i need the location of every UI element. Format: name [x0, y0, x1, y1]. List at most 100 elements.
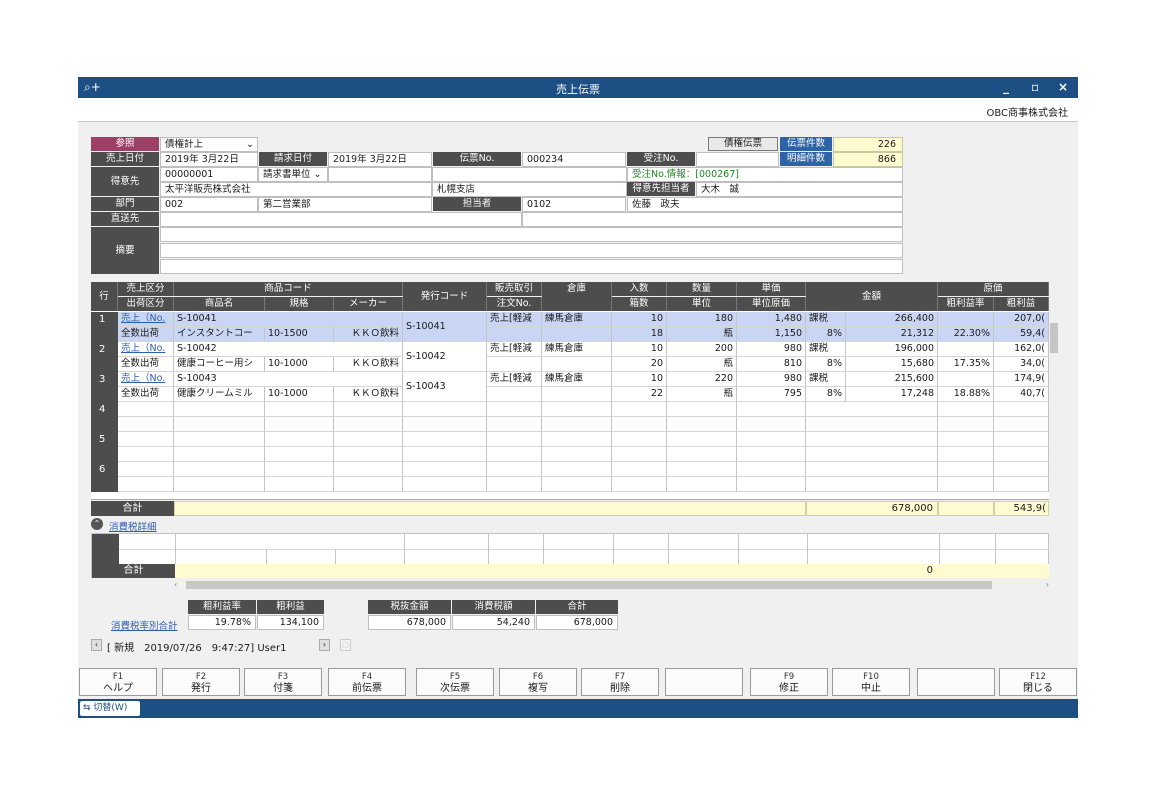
empty-cell[interactable]: [487, 477, 542, 492]
cell-ship[interactable]: 全数出荷: [118, 387, 174, 402]
empty-cell[interactable]: [542, 402, 612, 417]
fkey-blank[interactable]: [917, 668, 995, 696]
cell-amount[interactable]: 215,600: [846, 372, 938, 387]
customer-name-field[interactable]: 太平洋販売株式会社: [160, 182, 432, 197]
empty-cell[interactable]: [612, 432, 667, 447]
sale-date-field[interactable]: 2019年 3月22日: [160, 152, 258, 167]
cell-wh[interactable]: 練馬倉庫: [542, 312, 612, 327]
cell-price[interactable]: 1,480: [737, 312, 806, 327]
fkey-f12[interactable]: F12 閉じる: [999, 668, 1077, 696]
cell-wh[interactable]: 練馬倉庫: [542, 372, 612, 387]
empty-cell[interactable]: [938, 417, 994, 432]
empty-cell[interactable]: [265, 462, 334, 477]
empty-cell[interactable]: [403, 477, 487, 492]
memo-line-2[interactable]: [160, 243, 903, 258]
cell-qty[interactable]: 220: [667, 372, 737, 387]
dept-code-field[interactable]: 002: [160, 197, 258, 212]
cell-tax-amt[interactable]: 17,248: [846, 387, 938, 402]
fkey-blank[interactable]: [665, 668, 743, 696]
prev-record-icon[interactable]: ‹: [91, 639, 102, 651]
cell-name[interactable]: 健康クリームミル: [174, 387, 265, 402]
empty-cell[interactable]: [487, 417, 542, 432]
cell-spec[interactable]: 10-1000: [265, 357, 334, 372]
empty-cell[interactable]: [737, 477, 806, 492]
bill-unit-select[interactable]: 請求書単位 ⌄: [258, 167, 328, 182]
ship-field[interactable]: [160, 212, 522, 227]
cell-mrate[interactable]: 22.30%: [938, 327, 994, 342]
cell-margin[interactable]: 40,7(: [994, 387, 1049, 402]
empty-cell[interactable]: [542, 447, 612, 462]
empty-cell[interactable]: [938, 462, 994, 477]
empty-cell[interactable]: [737, 432, 806, 447]
cell-unit[interactable]: 瓶: [667, 357, 737, 372]
cell-price[interactable]: 980: [737, 342, 806, 357]
cell-amount[interactable]: 196,000: [846, 342, 938, 357]
empty-cell[interactable]: [334, 417, 403, 432]
cell-pack[interactable]: 10: [612, 312, 667, 327]
empty-cell[interactable]: [542, 432, 612, 447]
empty-cell[interactable]: [265, 432, 334, 447]
cell-mrate-top[interactable]: [938, 372, 994, 387]
branch-field[interactable]: 札幌支店: [432, 182, 627, 197]
fkey-f4[interactable]: F4 前伝票: [328, 668, 406, 696]
cell-name[interactable]: インスタントコー: [174, 327, 265, 342]
cell-amount[interactable]: 266,400: [846, 312, 938, 327]
empty-cell[interactable]: [334, 402, 403, 417]
cell-maker[interactable]: ＫＫＯ飲料: [334, 327, 403, 342]
cell-spec[interactable]: 10-1500: [265, 327, 334, 342]
empty-cell[interactable]: [737, 402, 806, 417]
cell-wh[interactable]: 練馬倉庫: [542, 342, 612, 357]
cell-unit[interactable]: 瓶: [667, 327, 737, 342]
empty-cell[interactable]: [938, 477, 994, 492]
staff-name-field[interactable]: 佐藤 政夫: [627, 197, 903, 212]
empty-cell[interactable]: [612, 402, 667, 417]
close-button[interactable]: ×: [1058, 80, 1069, 94]
cell-trade[interactable]: 売上[軽減: [487, 312, 542, 327]
order-no-field[interactable]: [696, 152, 779, 167]
cell-ucost[interactable]: 1,150: [737, 327, 806, 342]
empty-cell[interactable]: [334, 477, 403, 492]
empty-cell[interactable]: [334, 432, 403, 447]
cell-ship[interactable]: 全数出荷: [118, 357, 174, 372]
empty-cell[interactable]: [667, 477, 737, 492]
empty-cell[interactable]: [487, 462, 542, 477]
refresh-icon[interactable]: ◌: [340, 639, 351, 651]
empty-cell[interactable]: [994, 432, 1049, 447]
empty-cell[interactable]: [265, 417, 334, 432]
tax-detail-link[interactable]: 消費税詳細: [109, 522, 157, 533]
horizontal-scrollbar[interactable]: ‹ ›: [174, 580, 1049, 590]
minimize-button[interactable]: _: [1003, 80, 1009, 94]
cell-sale[interactable]: 売上（No.: [118, 312, 174, 327]
switch-button[interactable]: ⇆ 切替(W): [80, 701, 140, 716]
cell-order-blank[interactable]: [487, 357, 542, 372]
empty-cell[interactable]: [174, 462, 265, 477]
empty-cell[interactable]: [403, 402, 487, 417]
empty-cell[interactable]: [403, 432, 487, 447]
cell-price[interactable]: 980: [737, 372, 806, 387]
fkey-f3[interactable]: F3 付箋: [244, 668, 322, 696]
customer-extra2-field[interactable]: [432, 167, 627, 182]
empty-cell[interactable]: [174, 417, 265, 432]
cell-code[interactable]: S-10042: [174, 342, 403, 357]
empty-cell[interactable]: [118, 477, 174, 492]
cell-mrate[interactable]: 17.35%: [938, 357, 994, 372]
cell-tax-amt[interactable]: 15,680: [846, 357, 938, 372]
empty-cell[interactable]: [667, 462, 737, 477]
debt-slip-button[interactable]: 債権伝票: [708, 137, 778, 151]
cell-maker[interactable]: ＫＫＯ飲料: [334, 387, 403, 402]
cell-qty[interactable]: 200: [667, 342, 737, 357]
cell-maker[interactable]: ＫＫＯ飲料: [334, 357, 403, 372]
collapse-icon[interactable]: ⌃: [91, 518, 103, 530]
cell-mrate-top[interactable]: [938, 312, 994, 327]
cell-issue-code[interactable]: S-10041: [403, 312, 487, 342]
empty-cell[interactable]: [737, 417, 806, 432]
cell-tax-amt[interactable]: 21,312: [846, 327, 938, 342]
hscroll-thumb[interactable]: [186, 581, 992, 589]
cell-margin[interactable]: 59,4(: [994, 327, 1049, 342]
cell-wh-blank[interactable]: [542, 327, 612, 342]
ref-select[interactable]: 債権計上 ⌄: [160, 137, 258, 152]
cell-ucost[interactable]: 795: [737, 387, 806, 402]
cell-margin[interactable]: 34,0(: [994, 357, 1049, 372]
fkey-f9[interactable]: F9 修正: [750, 668, 828, 696]
empty-cell[interactable]: [994, 462, 1049, 477]
